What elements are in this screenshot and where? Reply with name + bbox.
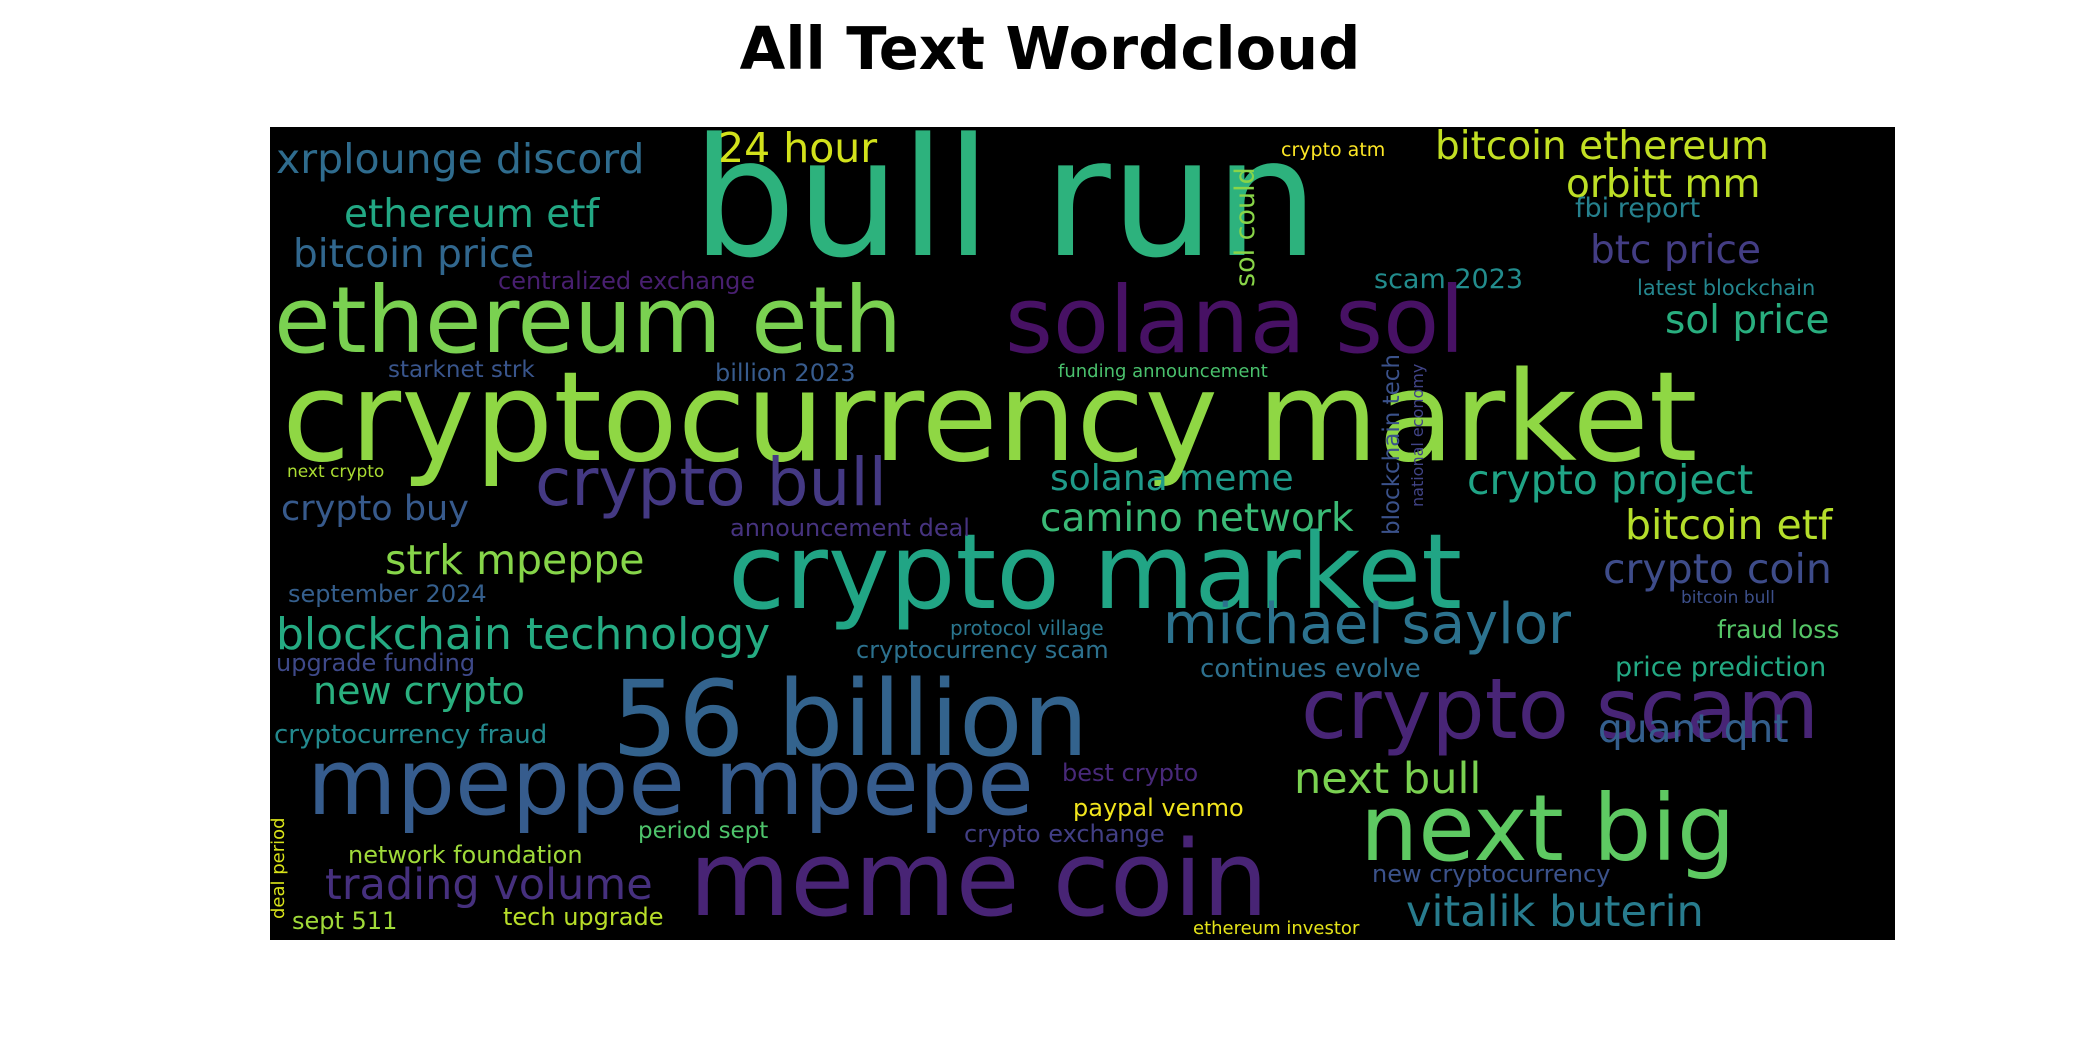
word-56-billion: 56 billion (612, 658, 1089, 780)
word-cryptocurrency-fraud: cryptocurrency fraud (274, 720, 548, 750)
word-mpeppe-mpepe: mpeppe mpepe (307, 729, 1034, 836)
word-24-hour: 24 hour (718, 127, 878, 172)
word-solana-meme: solana meme (1050, 458, 1294, 499)
word-fraud-loss: fraud loss (1717, 615, 1840, 644)
word-meme-coin: meme coin (689, 818, 1269, 940)
word-btc-price: btc price (1590, 228, 1761, 273)
word-network-foundation: network foundation (348, 841, 583, 869)
word-crypto-exchange: crypto exchange (964, 820, 1165, 848)
word-billion-2023: billion 2023 (715, 359, 856, 387)
word-price-prediction: price prediction (1615, 652, 1827, 683)
word-ethereum-investor: ethereum investor (1193, 918, 1360, 939)
word-sol-price: sol price (1665, 298, 1830, 343)
word-strk-mpeppe: strk mpeppe (385, 536, 645, 584)
word-new-crypto: new crypto (313, 669, 525, 713)
word-ethereum-eth: ethereum eth (274, 267, 903, 374)
word-crypto-project: crypto project (1467, 456, 1754, 504)
word-quant-qnt: quant qnt (1598, 707, 1789, 752)
word-bitcoin-bull: bitcoin bull (1681, 588, 1775, 608)
word-latest-blockchain: latest blockchain (1637, 276, 1816, 300)
word-next-big: next big (1360, 775, 1736, 882)
wordcloud-canvas: bull run cryptocurrency market ethereum … (270, 127, 1895, 940)
chart-title: All Text Wordcloud (739, 14, 1361, 83)
word-protocol-village: protocol village (950, 616, 1104, 640)
word-trading-volume: trading volume (325, 860, 653, 910)
word-michael-saylor: michael saylor (1163, 592, 1571, 657)
word-ethereum-etf: ethereum etf (344, 192, 600, 237)
word-blockchain-technology: blockchain technology (276, 609, 771, 660)
word-crypto-market: crypto market (728, 511, 1463, 633)
word-continues-evolve: continues evolve (1200, 654, 1421, 684)
word-bitcoin-etf: bitcoin etf (1625, 501, 1833, 549)
word-fbi-report: fbi report (1575, 193, 1701, 224)
word-vitalik-buterin: vitalik buterin (1406, 887, 1704, 937)
word-cryptocurrency-market: cryptocurrency market (282, 346, 1698, 490)
word-funding-announcement: funding announcement (1058, 361, 1268, 382)
word-paypal-venmo: paypal venmo (1073, 794, 1244, 822)
word-national-economy: national economy (1408, 363, 1427, 507)
word-crypto-atm: crypto atm (1281, 139, 1386, 161)
word-bitcoin-price: bitcoin price (293, 232, 535, 277)
word-orbitt-mm: orbitt mm (1566, 162, 1761, 207)
word-crypto-buy: crypto buy (281, 489, 469, 529)
word-xrplounge-discord: xrplounge discord (276, 135, 645, 183)
word-bull-run: bull run (692, 127, 1319, 294)
word-announcement-deal: announcement deal (730, 514, 970, 542)
word-scam-2023: scam 2023 (1374, 264, 1524, 295)
word-camino-network: camino network (1040, 496, 1354, 541)
word-centralized-exchange: centralized exchange (498, 267, 756, 295)
word-crypto-coin: crypto coin (1603, 545, 1832, 593)
word-sept-511: sept 511 (292, 907, 398, 935)
word-upgrade-funding: upgrade funding (276, 649, 476, 677)
word-next-crypto: next crypto (287, 462, 385, 482)
word-september-2024: september 2024 (288, 580, 487, 608)
word-period-sept: period sept (638, 818, 769, 844)
word-bitcoin-ethereum: bitcoin ethereum (1435, 127, 1770, 169)
word-crypto-scam: crypto scam (1301, 660, 1820, 758)
word-best-crypto: best crypto (1062, 759, 1199, 787)
word-starknet-strk: starknet strk (388, 357, 535, 383)
word-solana-sol: solana sol (1005, 267, 1465, 374)
word-tech-upgrade: tech upgrade (503, 903, 664, 931)
word-cryptocurrency-scam: cryptocurrency scam (856, 636, 1109, 664)
word-deal-period: deal period (270, 817, 289, 919)
word-next-bull: next bull (1294, 754, 1482, 804)
word-crypto-bull: crypto bull (535, 444, 888, 521)
word-blockchain-tech: blockchain tech (1379, 353, 1405, 535)
word-new-cryptocurrency: new cryptocurrency (1372, 860, 1611, 888)
word-sol-could: sol could (1230, 167, 1261, 287)
